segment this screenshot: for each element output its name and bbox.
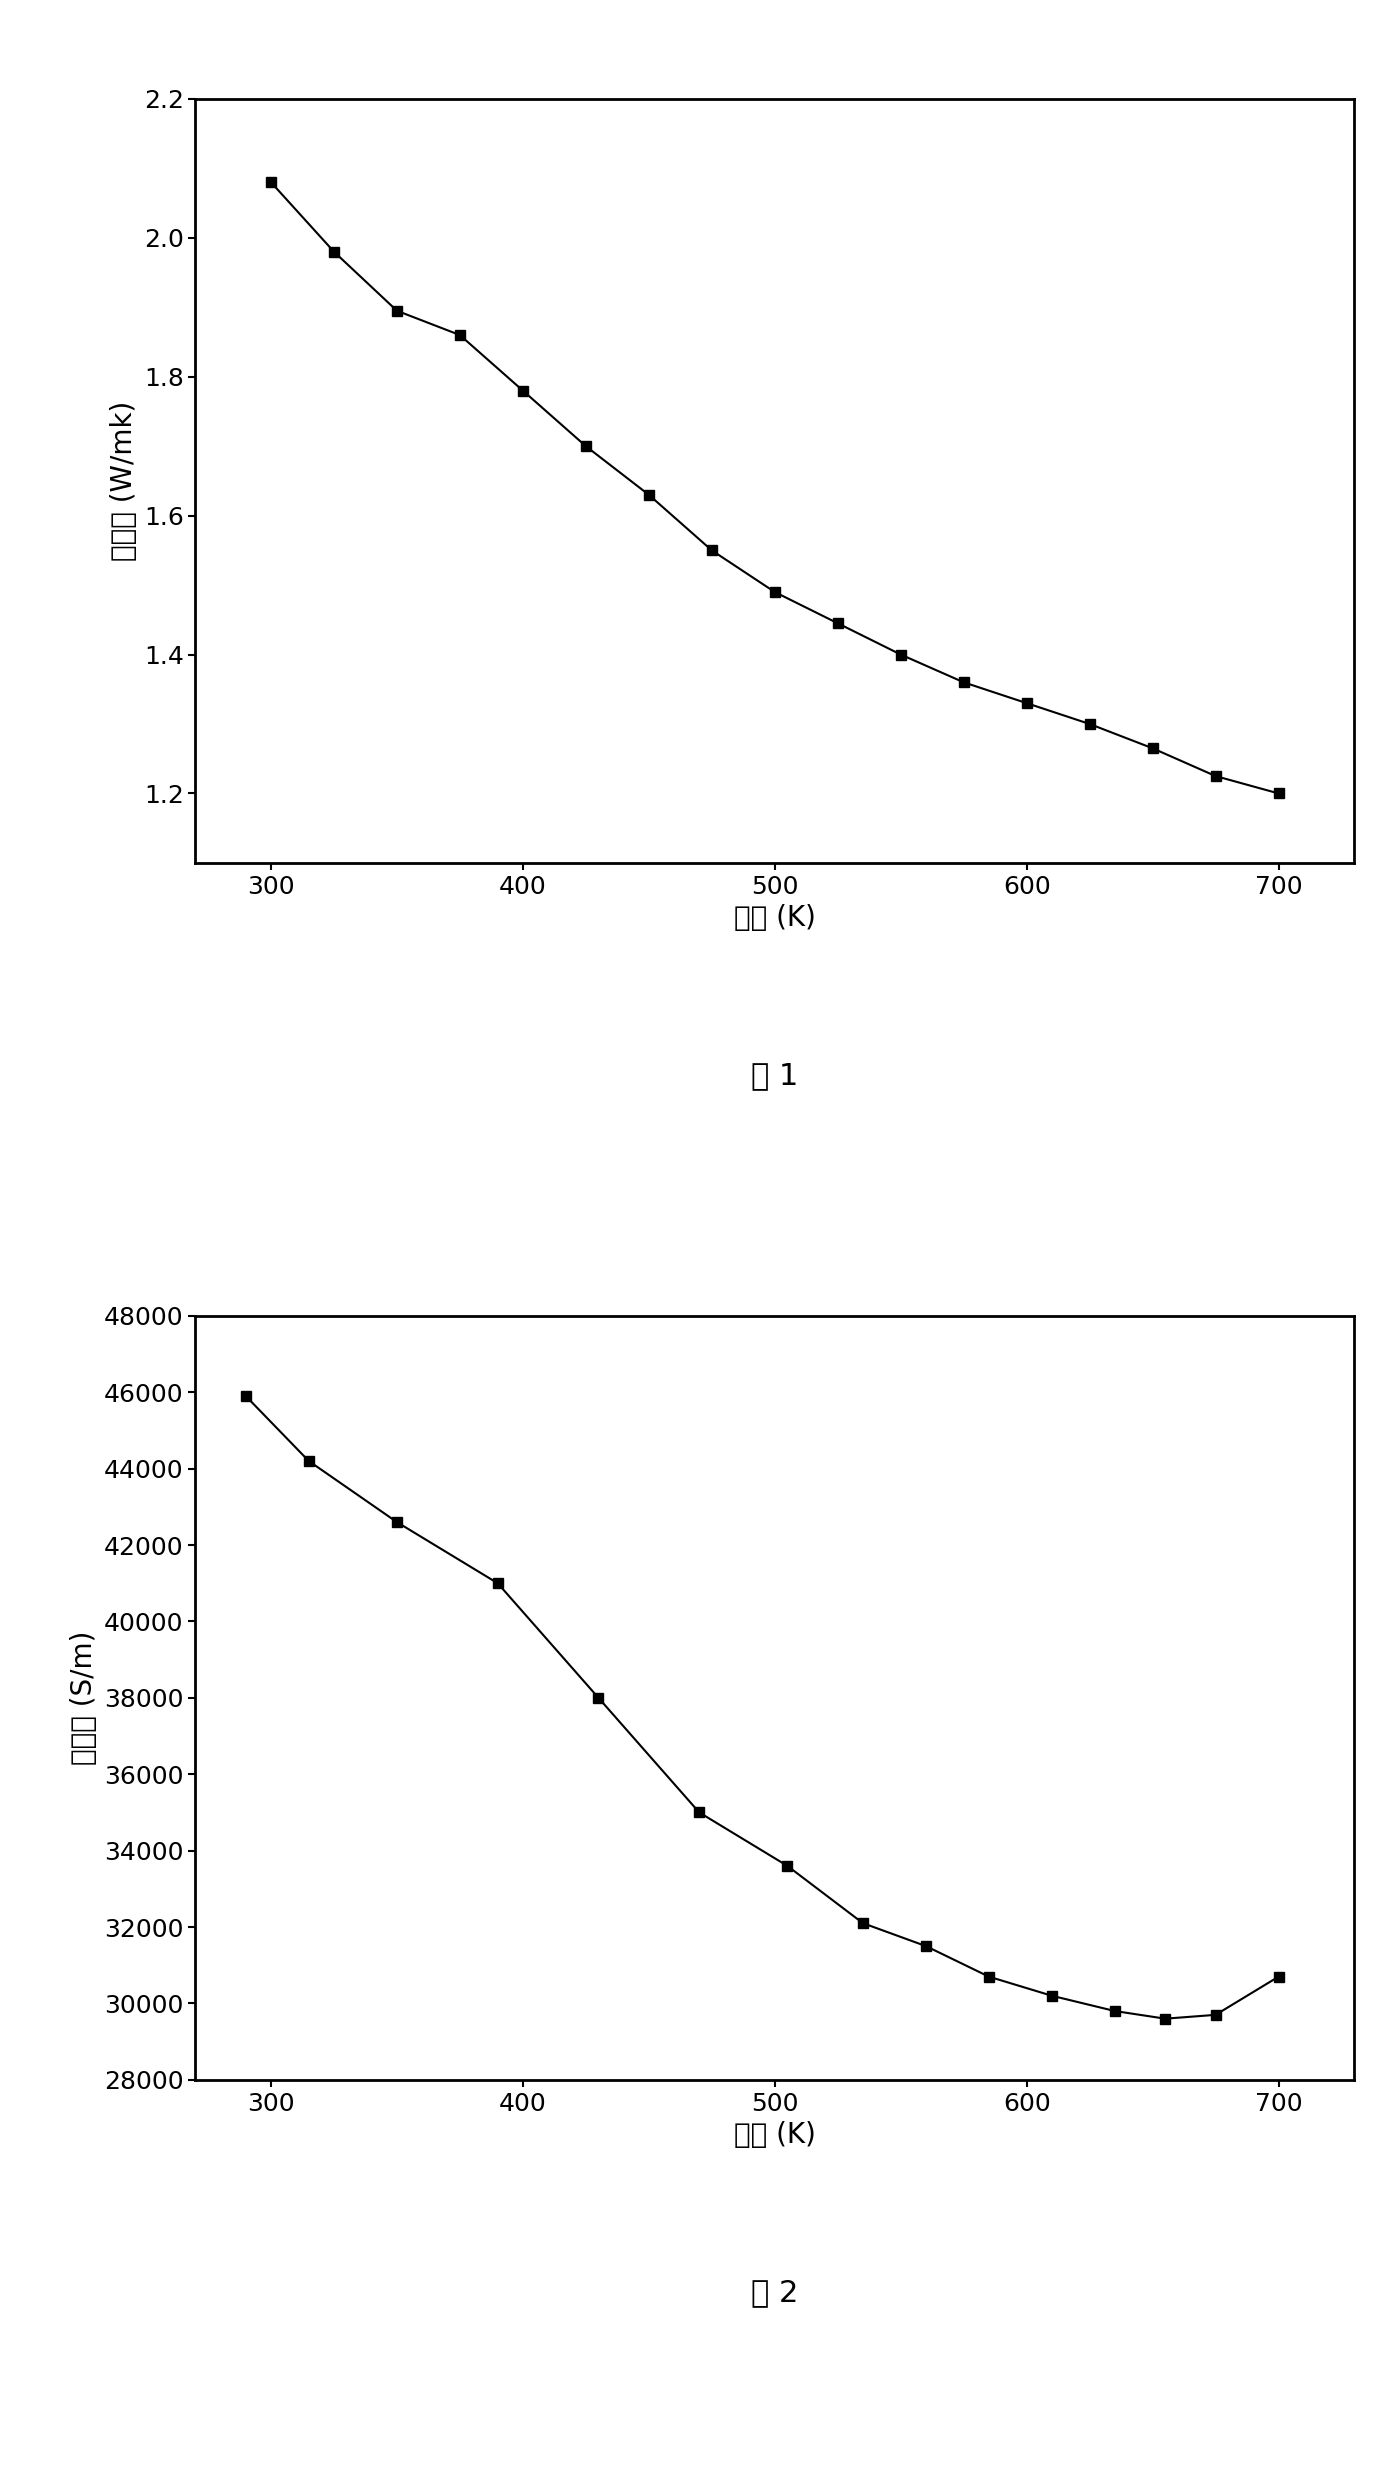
Y-axis label: 热导率 (W/mk): 热导率 (W/mk): [110, 401, 138, 562]
Text: 图 2: 图 2: [751, 2279, 799, 2308]
X-axis label: 温度 (K): 温度 (K): [734, 2120, 815, 2150]
Y-axis label: 电导率 (S/m): 电导率 (S/m): [70, 1630, 99, 1764]
X-axis label: 温度 (K): 温度 (K): [734, 903, 815, 933]
Text: 图 1: 图 1: [751, 1061, 799, 1091]
